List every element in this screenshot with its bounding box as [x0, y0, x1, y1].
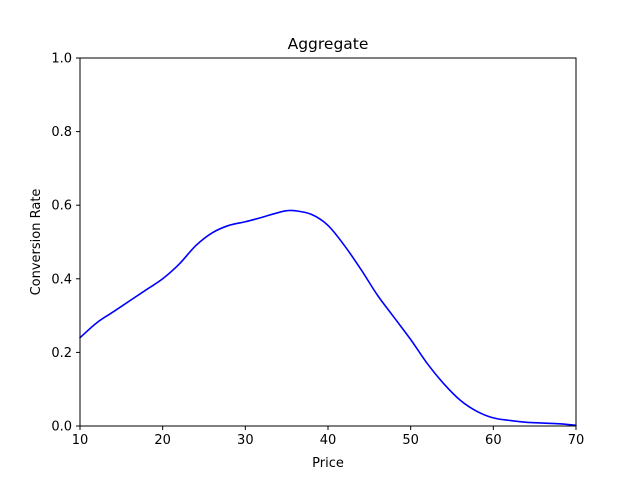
x-tick-label: 70 — [568, 433, 585, 448]
y-axis-label: Conversion Rate — [29, 189, 44, 296]
x-axis-label: Price — [312, 456, 344, 471]
x-tick-label: 30 — [237, 433, 254, 448]
y-tick-label: 0.6 — [51, 199, 72, 214]
series-layer — [79, 209, 577, 427]
y-tick-label: 0.0 — [51, 420, 72, 435]
ticks-layer: 10 20 30 40 50 60 70 0.0 0.2 0.4 0.6 0.8 1.0 — [51, 52, 584, 449]
y-tick-label: 0.4 — [51, 272, 72, 287]
y-tick-label: 0.2 — [51, 346, 72, 361]
x-tick-label: 20 — [154, 433, 171, 448]
plot-frame — [79, 57, 577, 427]
x-tick-label: 40 — [320, 433, 337, 448]
y-tick-label: 0.8 — [51, 125, 72, 140]
y-tick-label: 1.0 — [51, 52, 72, 67]
x-tick-label: 50 — [402, 433, 419, 448]
x-tick-label: 60 — [485, 433, 502, 448]
chart-title: Aggregate — [288, 35, 369, 53]
x-tick-label: 10 — [72, 433, 89, 448]
series-line — [79, 209, 577, 427]
